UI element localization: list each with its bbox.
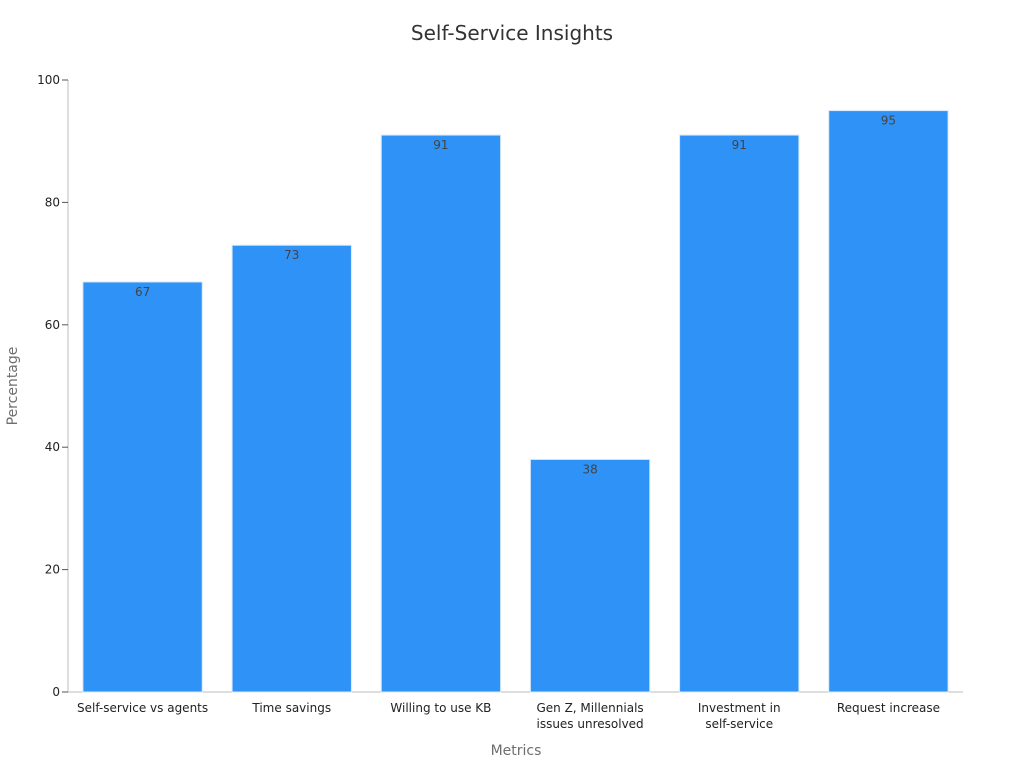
x-category-label-line: Self-service vs agents: [77, 701, 208, 715]
bar: [231, 244, 352, 693]
bar-data-label: 91: [433, 138, 448, 152]
bar: [380, 134, 502, 693]
x-category-label: Time savings: [251, 701, 331, 715]
bar: [529, 458, 651, 693]
y-tick-label: 40: [45, 440, 60, 454]
data-labels-group: 67 73 91 38 91 95: [135, 114, 896, 477]
chart-title: Self-Service Insights: [411, 21, 613, 45]
x-category-label-line: Gen Z, Millennials: [536, 701, 643, 715]
x-axis-labels: Self-service vs agents Time savings Willin…: [77, 701, 940, 731]
y-axis-title: Percentage: [5, 347, 21, 426]
x-category-label: Investment in self-service: [698, 701, 781, 731]
bar-data-label: 73: [284, 248, 299, 262]
y-tick-label: 20: [45, 563, 60, 577]
bar-data-label: 95: [881, 114, 896, 128]
bar-data-label: 38: [582, 462, 597, 476]
bar-data-label: 91: [732, 138, 747, 152]
x-category-label: Gen Z, Millennials issues unresolved: [536, 701, 643, 731]
x-category-label: Request increase: [837, 701, 940, 715]
y-tick-label: 100: [37, 73, 60, 87]
x-category-label-line: Willing to use KB: [390, 701, 491, 715]
x-category-label-line: Time savings: [251, 701, 331, 715]
x-axis-title: Metrics: [491, 743, 542, 759]
x-category-label-line: Investment in: [698, 701, 781, 715]
y-tick-label: 80: [45, 195, 60, 209]
x-category-label-line: Request increase: [837, 701, 940, 715]
x-category-label: Self-service vs agents: [77, 701, 208, 715]
y-axis-ticks: 0 20 40 60 80 100: [37, 73, 68, 699]
bar-data-label: 67: [135, 285, 150, 299]
x-category-label-line: self-service: [705, 717, 773, 731]
x-category-label: Willing to use KB: [390, 701, 491, 715]
bar: [82, 281, 203, 693]
y-tick-label: 60: [45, 318, 60, 332]
y-tick-label: 0: [52, 685, 60, 699]
x-category-label-line: issues unresolved: [536, 717, 643, 731]
bar: [679, 134, 800, 693]
bars-group: [82, 110, 949, 693]
bar: [828, 110, 949, 693]
